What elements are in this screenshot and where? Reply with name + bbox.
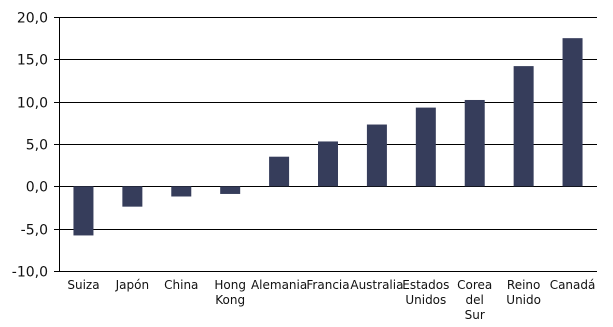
x-category-label: Reino Unido bbox=[506, 278, 541, 307]
x-category-label: Canadá bbox=[550, 278, 596, 292]
bar-japón bbox=[122, 186, 143, 207]
x-category-label-line: Corea bbox=[457, 278, 492, 292]
x-category-label-line: Australia bbox=[350, 278, 403, 292]
y-tick-labels: 20,0 15,0 10,0 5,0 0,0 -5,0 -10,0 bbox=[12, 11, 48, 281]
x-category-label-line: Estados bbox=[402, 278, 449, 292]
bar-china bbox=[171, 186, 192, 197]
y-tick-label: 15,0 bbox=[17, 53, 48, 69]
bar-hong-kong bbox=[220, 186, 241, 194]
bar-canadá bbox=[562, 38, 583, 187]
x-category-label-line: Sur bbox=[465, 308, 485, 322]
x-category-label-line: Alemania bbox=[251, 278, 307, 292]
x-category-label: Estados Unidos bbox=[402, 278, 449, 307]
y-tick-label: 5,0 bbox=[26, 138, 48, 154]
x-category-label-line: del bbox=[466, 293, 484, 307]
x-category-label-line: Unidos bbox=[405, 293, 446, 307]
x-category-label: Alemania bbox=[251, 278, 307, 292]
bar-francia bbox=[318, 141, 338, 187]
bar-alemania bbox=[269, 156, 290, 187]
x-category-label-line: Canadá bbox=[550, 278, 596, 292]
axis-layer bbox=[54, 17, 60, 272]
x-category-label: Hong Kong bbox=[214, 278, 246, 307]
x-category-label: Suiza bbox=[67, 278, 99, 292]
x-category-label-line: Unido bbox=[506, 293, 541, 307]
x-category-label-line: Francia bbox=[306, 278, 349, 292]
bar-australia bbox=[366, 124, 387, 187]
x-category-label-line: Japón bbox=[115, 278, 149, 292]
bar-reino-unido bbox=[513, 66, 534, 187]
grid-layer bbox=[59, 17, 597, 272]
y-tick-label: 0,0 bbox=[26, 180, 48, 196]
y-tick-label: -5,0 bbox=[21, 223, 48, 239]
y-tick-label: 20,0 bbox=[17, 11, 48, 27]
bar-suiza bbox=[73, 186, 94, 236]
bar-layer bbox=[73, 38, 583, 236]
x-category-label: Australia bbox=[350, 278, 403, 292]
x-category-label-line: Reino bbox=[507, 278, 540, 292]
x-category-label-line: Kong bbox=[215, 293, 245, 307]
y-tick-label: -10,0 bbox=[12, 265, 48, 281]
x-category-label: China bbox=[164, 278, 198, 292]
bar-estados-unidos bbox=[415, 107, 436, 187]
y-tick-label: 10,0 bbox=[17, 96, 48, 112]
x-category-label: Corea del Sur bbox=[457, 278, 492, 322]
bar-corea-del-sur bbox=[464, 99, 485, 187]
x-category-label: Japón bbox=[115, 278, 149, 292]
x-category-label-line: China bbox=[164, 278, 198, 292]
x-category-label: Francia bbox=[306, 278, 349, 292]
x-category-labels: Suiza Japón China Hong Kong Alemania Francia Au… bbox=[67, 278, 595, 322]
x-category-label-line: Suiza bbox=[67, 278, 99, 292]
x-category-label-line: Hong bbox=[214, 278, 246, 292]
